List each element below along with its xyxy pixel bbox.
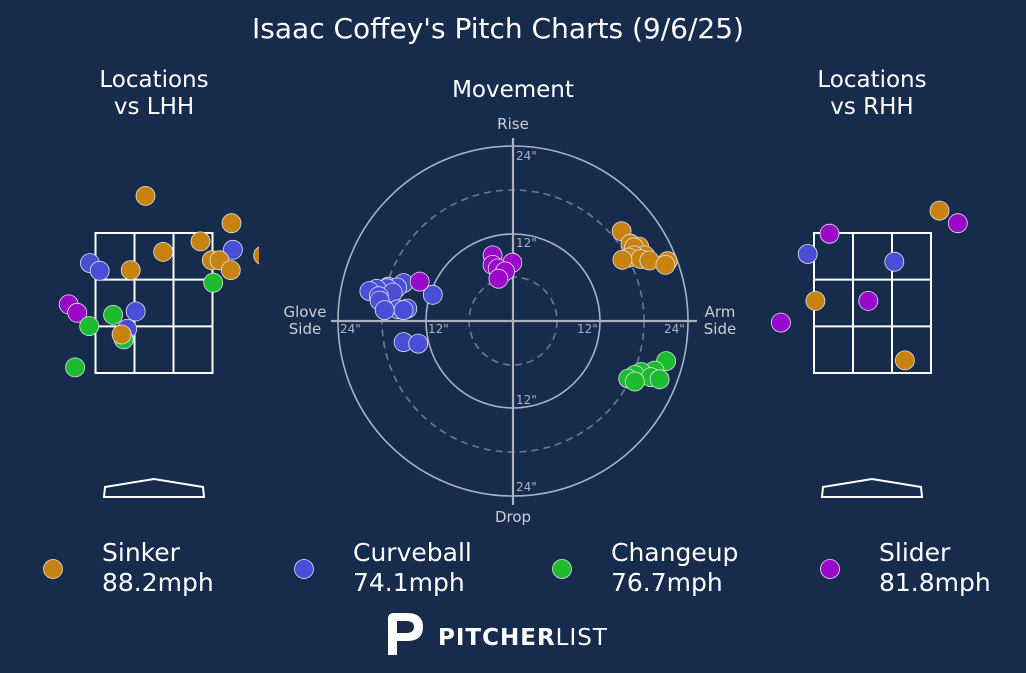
logo-mark-icon	[388, 613, 423, 655]
locations-vs-rhh-panel: Locations vs RHH	[771, 67, 1026, 498]
pitch-point-sinker	[612, 249, 633, 270]
tick-label-top-24: 24"	[516, 149, 537, 163]
tick-label-top-12: 12"	[516, 236, 537, 250]
pitch-point-curveball	[125, 301, 146, 322]
legend-label-sinker: Sinker	[102, 538, 181, 567]
pitch-point-changeup	[624, 371, 645, 392]
tick-label-right-24: 24"	[664, 322, 685, 336]
movement-panel: Movement Rise Drop Glove Side Arm Side 2…	[283, 77, 736, 526]
axis-label-drop: Drop	[495, 508, 531, 526]
pitch-point-changeup	[79, 316, 100, 337]
rhh-title-line-2: vs RHH	[830, 94, 913, 120]
strike-zone-lhh	[94, 232, 214, 374]
pitcherlist-logo: PITCHERLIST	[388, 613, 608, 655]
lhh-title-line-2: vs LHH	[114, 94, 194, 120]
pitch-point-sinker	[805, 290, 826, 311]
logo-wordmark-bold: PITCHER	[438, 625, 556, 651]
pitch-point-sinker	[153, 241, 174, 262]
legend-item-curveball: Curveball 74.1mph	[294, 538, 472, 597]
lhh-title-line-1: Locations	[99, 67, 208, 93]
legend-speed-changeup: 76.7mph	[611, 568, 723, 597]
chart-title: Isaac Coffey's Pitch Charts (9/6/25)	[252, 12, 744, 45]
pitch-point-changeup	[65, 357, 85, 378]
pitch-point-curveball	[272, 172, 291, 191]
locations-vs-lhh-panel: Locations vs LHH	[4, 67, 306, 498]
pitch-point-curveball	[1015, 294, 1026, 313]
pitch-point-changeup	[203, 272, 224, 293]
lhh-location-points	[4, 172, 306, 378]
legend: Sinker 88.2mph Curveball 74.1mph Changeu…	[43, 538, 991, 597]
axis-label-rise: Rise	[497, 115, 529, 133]
pitch-point-slider	[858, 290, 879, 311]
legend-swatch-slider	[820, 559, 840, 579]
pitch-point-slider	[67, 302, 88, 323]
pitch-point-changeup	[4, 313, 23, 332]
pitch-point-sinker	[929, 200, 950, 221]
pitch-point-sinker	[111, 324, 132, 345]
pitch-point-sinker	[220, 260, 241, 281]
legend-label-slider: Slider	[879, 538, 951, 567]
pitch-point-curveball	[422, 284, 443, 305]
tick-label-bottom-12: 12"	[516, 393, 537, 407]
tick-label-left-24: 24"	[340, 322, 361, 336]
pitch-point-curveball	[222, 239, 243, 260]
home-plate-rhh	[820, 477, 924, 498]
pitch-point-sinker	[135, 185, 156, 206]
pitch-point-curveball	[408, 333, 429, 354]
rhh-title-line-1: Locations	[817, 67, 926, 93]
pitch-point-changeup	[649, 369, 670, 390]
legend-speed-curveball: 74.1mph	[353, 568, 465, 597]
pitch-point-changeup	[103, 304, 123, 325]
legend-speed-sinker: 88.2mph	[102, 568, 214, 597]
pitch-point-slider	[488, 268, 509, 289]
axis-label-glove-1: Glove	[283, 303, 326, 321]
pitch-point-curveball	[797, 244, 818, 264]
legend-swatch-curveball	[294, 559, 314, 579]
pitch-point-curveball	[89, 260, 110, 281]
pitch-point-sinker	[284, 233, 303, 252]
movement-points	[359, 221, 678, 392]
pitch-point-slider	[409, 271, 430, 292]
legend-label-curveball: Curveball	[353, 538, 472, 567]
rhh-location-points	[771, 200, 1026, 371]
logo-wordmark: PITCHERLIST	[438, 625, 608, 651]
pitch-point-sinker	[253, 246, 259, 265]
pitch-point-curveball	[884, 251, 905, 272]
strike-zone-box	[94, 232, 214, 374]
pitch-point-curveball	[393, 300, 414, 321]
pitch-point-sinker	[190, 231, 211, 252]
pitch-point-slider	[819, 223, 840, 244]
tick-label-left-12: 12"	[428, 322, 449, 336]
tick-label-right-12: 12"	[577, 322, 598, 336]
axis-label-arm-2: Side	[704, 320, 736, 338]
pitch-point-slider	[771, 312, 791, 333]
logo-wordmark-light: LIST	[556, 625, 608, 651]
pitch-point-sinker	[655, 254, 676, 275]
movement-title: Movement	[452, 77, 574, 103]
axis-label-glove-2: Side	[289, 320, 321, 338]
legend-swatch-changeup	[552, 559, 572, 579]
legend-label-changeup: Changeup	[611, 538, 738, 567]
tick-label-bottom-24: 24"	[516, 480, 537, 494]
legend-item-sinker: Sinker 88.2mph	[43, 538, 214, 597]
legend-swatch-sinker	[43, 559, 63, 579]
legend-item-changeup: Changeup 76.7mph	[552, 538, 738, 597]
axis-label-arm-1: Arm	[705, 303, 736, 321]
legend-speed-slider: 81.8mph	[879, 568, 991, 597]
pitch-point-changeup	[287, 286, 306, 305]
pitch-point-sinker	[895, 350, 915, 371]
pitch-point-slider	[947, 213, 968, 234]
pitch-point-curveball	[374, 300, 395, 321]
pitch-point-sinker	[120, 260, 141, 281]
home-plate-lhh	[102, 477, 206, 498]
legend-item-slider: Slider 81.8mph	[820, 538, 991, 597]
pitch-point-sinker	[221, 213, 242, 234]
